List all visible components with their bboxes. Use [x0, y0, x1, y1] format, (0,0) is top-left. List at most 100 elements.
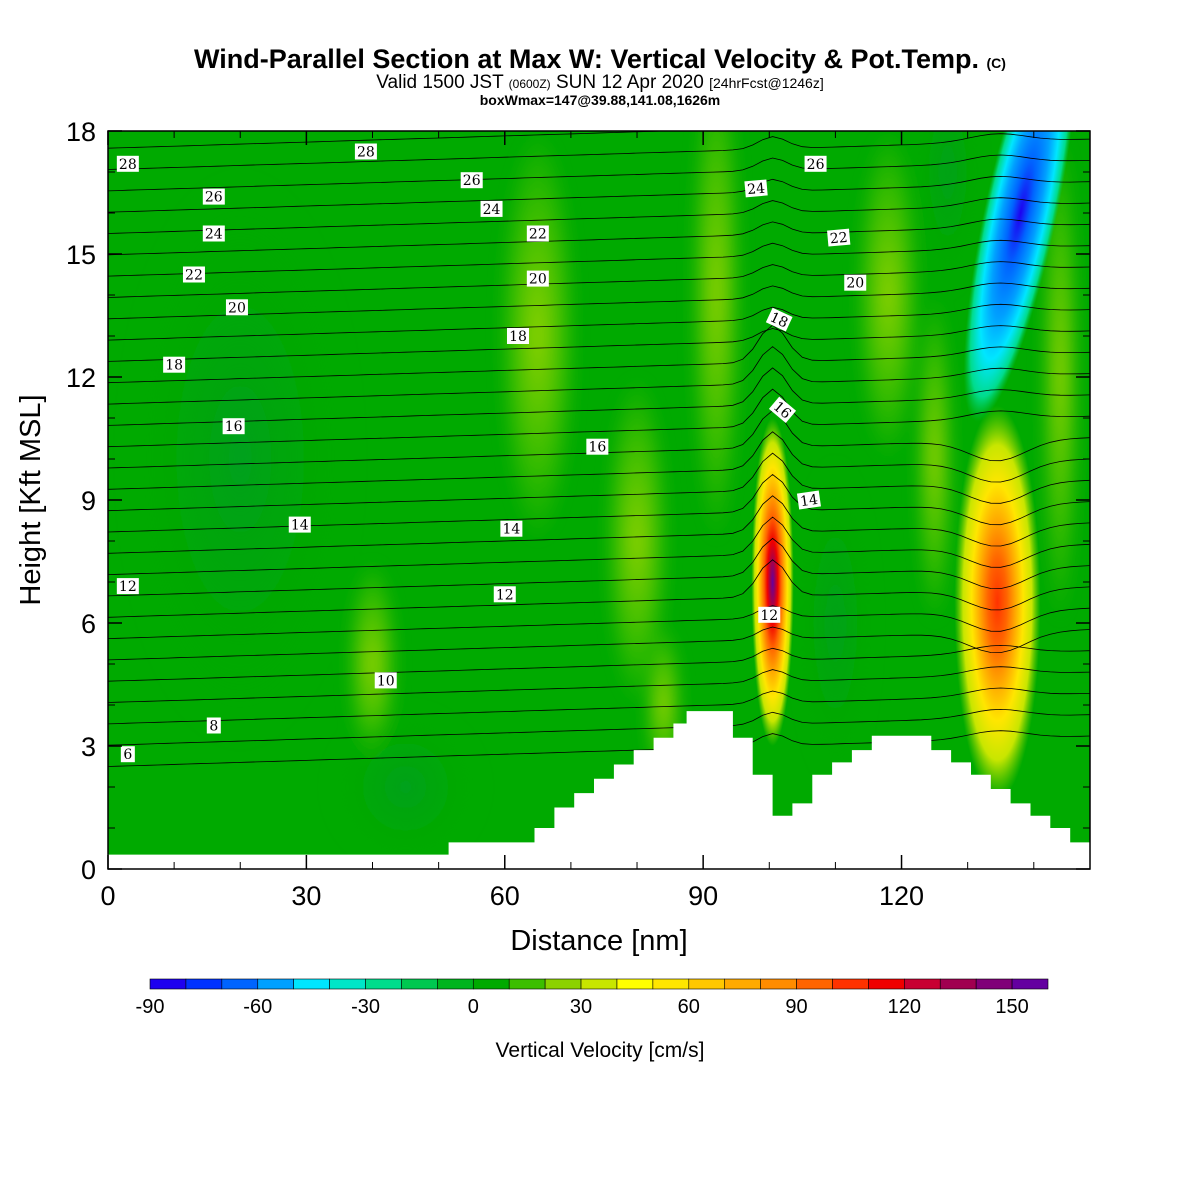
theta-label-18: 20: [844, 274, 867, 292]
weak-downdraft-2: [326, 705, 485, 869]
colorbar-tick-1: -90: [136, 996, 165, 1018]
axes: 0 30 60 90 120 0 3 6 9 12 15 18: [66, 117, 1090, 911]
theta-line-29: [108, 133, 1090, 170]
theta-label-14: 18: [506, 328, 529, 345]
theta-line-8: [108, 559, 1090, 618]
y-axis-label: Height [Kft MSL]: [15, 394, 47, 605]
colorbar-swatch-11: [508, 978, 546, 990]
weak-updraft-6: [855, 131, 922, 459]
colorbar-tick-5: 30: [570, 996, 592, 1018]
y-tick-3: 6: [81, 609, 96, 639]
chart-subtitle: Valid 1500 JST (0600Z) SUN 12 Apr 2020 […: [376, 72, 824, 93]
colorbar-tick-3: -30: [351, 996, 380, 1018]
svg-text:22: 22: [529, 227, 547, 243]
colorbar-swatch-9: [437, 978, 474, 990]
updraft-2: [954, 405, 1041, 800]
theta-label-6: 12: [758, 606, 781, 624]
svg-text:18: 18: [767, 309, 790, 331]
svg-text:12: 12: [760, 608, 778, 624]
theta-line-26: [108, 197, 1090, 234]
colorbar-swatch-22: [904, 978, 941, 990]
colorbar-swatch-15: [652, 978, 690, 990]
theta-line-3: [108, 687, 1090, 725]
theta-label-21: 22: [827, 228, 851, 247]
terrain-layer: [108, 711, 1090, 869]
svg-text:26: 26: [807, 157, 825, 173]
theta-label-8: 14: [500, 520, 523, 538]
colorbar-swatch-10: [472, 978, 510, 990]
svg-text:16: 16: [225, 419, 243, 435]
colorbar-swatch-1: [149, 978, 187, 990]
colorbar-swatch-8: [401, 978, 438, 990]
theta-label-29: 28: [354, 143, 377, 161]
svg-text:20: 20: [529, 272, 547, 288]
colorbar-swatch-3: [221, 978, 259, 990]
colorbar-swatch-7: [365, 978, 402, 990]
updraft-1: [751, 418, 794, 746]
chart-title: Wind-Parallel Section at Max W: Vertical…: [194, 44, 1006, 74]
theta-line-14: [108, 431, 1090, 490]
svg-text:22: 22: [185, 268, 203, 284]
weak-downdraft-1: [121, 172, 360, 746]
theta-label-19: 22: [182, 266, 205, 284]
colorbar-swatch-25: [1011, 978, 1049, 990]
theta-line-30: [108, 131, 677, 149]
x-tick-1: 0: [100, 881, 115, 911]
svg-text:28: 28: [357, 145, 375, 161]
theta-line-10: [108, 516, 1090, 575]
colorbar-swatch-5: [293, 978, 330, 990]
colorbar-swatch-23: [939, 978, 977, 990]
svg-text:10: 10: [377, 673, 395, 689]
x-tick-2: 30: [291, 881, 321, 911]
theta-label-4: 12: [116, 578, 139, 595]
downdraft-1: [963, 131, 1078, 422]
y-tick-4: 9: [81, 486, 96, 516]
colorbar-swatch-24: [975, 978, 1013, 990]
svg-text:28: 28: [119, 157, 137, 173]
svg-text:6: 6: [123, 747, 132, 763]
colorbar-swatch-12: [544, 978, 582, 990]
svg-text:26: 26: [463, 173, 481, 189]
theta-line-12: [108, 473, 1090, 533]
svg-text:24: 24: [747, 181, 766, 198]
svg-text:18: 18: [165, 358, 183, 374]
theta-label-20: 22: [526, 225, 549, 243]
theta-label-16: 20: [225, 299, 248, 316]
weak-downdraft-3: [795, 459, 876, 787]
colorbar-swatch-19: [796, 978, 833, 990]
y-tick-2: 3: [81, 732, 96, 762]
theta-line-28: [108, 154, 1090, 192]
theta-label-1: 6: [120, 746, 135, 763]
x-tick-3: 60: [490, 881, 520, 911]
title-unit: (C): [986, 55, 1006, 71]
colorbar-swatch-14: [616, 978, 654, 990]
weak-updraft-5: [914, 295, 955, 623]
svg-text:8: 8: [209, 719, 218, 735]
theta-line-7: [108, 605, 1090, 639]
y-tick-6: 15: [66, 240, 96, 270]
chart-subtitle-2: boxWmax=147@39.88,141.08,1626m: [479, 92, 721, 108]
colorbar-swatch-6: [329, 978, 366, 990]
velocity-field: [108, 131, 1090, 869]
theta-line-24: [108, 239, 1090, 277]
svg-text:20: 20: [228, 300, 246, 316]
theta-line-27: [108, 175, 1090, 213]
y-tick-7: 18: [66, 117, 96, 147]
colorbar: -90 -60 -30 0 30 60 90 120 150: [136, 978, 1049, 1018]
theta-line-23: [108, 261, 1090, 298]
colorbar-label: Vertical Velocity [cm/s]: [496, 1039, 705, 1062]
theta-label-22: 24: [202, 225, 225, 243]
theta-label-27: 26: [804, 155, 827, 173]
theta-line-13: [108, 452, 1090, 512]
colorbar-swatch-21: [868, 978, 905, 990]
theta-line-21: [108, 303, 1090, 341]
theta-line-5: [108, 644, 1090, 682]
svg-text:12: 12: [119, 579, 137, 595]
x-axis-label: Distance [nm]: [510, 925, 687, 957]
theta-line-11: [108, 495, 1090, 554]
colorbar-swatch-17: [724, 978, 761, 990]
svg-text:24: 24: [483, 202, 501, 218]
theta-line-25: [108, 218, 1090, 256]
theta-label-9: 14: [796, 490, 821, 510]
